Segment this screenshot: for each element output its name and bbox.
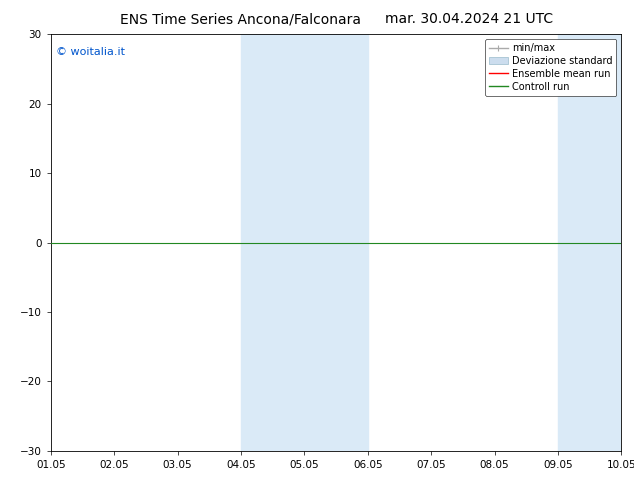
Bar: [241, 34, 304, 451]
Text: © woitalia.it: © woitalia.it: [56, 47, 126, 57]
Legend: min/max, Deviazione standard, Ensemble mean run, Controll run: min/max, Deviazione standard, Ensemble m…: [485, 39, 616, 96]
Bar: [558, 34, 621, 451]
Text: ENS Time Series Ancona/Falconara: ENS Time Series Ancona/Falconara: [120, 12, 361, 26]
Bar: [304, 34, 368, 451]
Text: mar. 30.04.2024 21 UTC: mar. 30.04.2024 21 UTC: [385, 12, 553, 26]
